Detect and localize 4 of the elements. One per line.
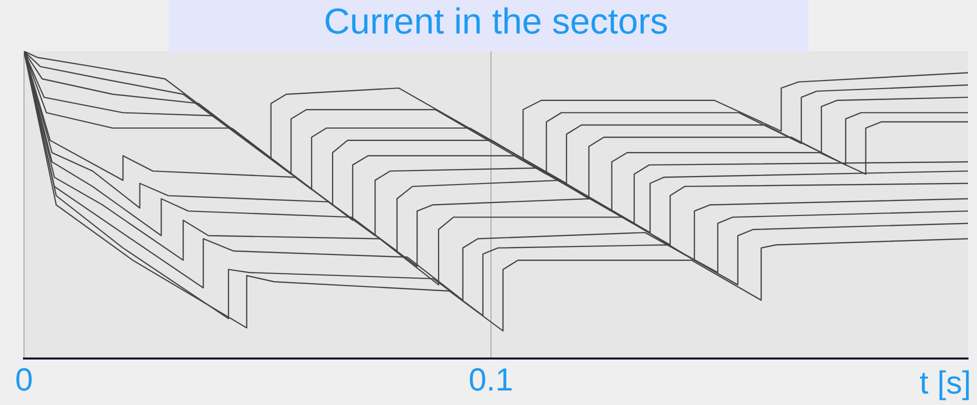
x-tick-label: 0 — [15, 362, 33, 398]
chart-title: Current in the sectors — [324, 0, 668, 42]
x-axis-title: t [s] — [919, 364, 971, 400]
x-tick-label: 0.1 — [468, 362, 514, 398]
